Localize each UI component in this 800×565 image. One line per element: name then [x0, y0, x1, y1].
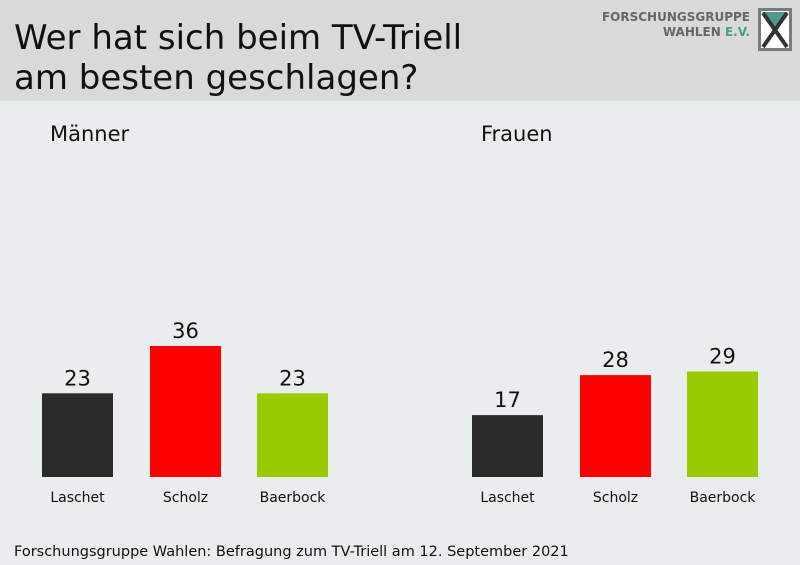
category-label-frauen-scholz: Scholz — [593, 490, 638, 506]
source-footnote: Forschungsgruppe Wahlen: Befragung zum T… — [14, 544, 569, 560]
logo-wahlen: WAHLEN — [662, 25, 721, 39]
panel-title-frauen: Frauen — [481, 122, 553, 146]
bar-frauen-laschet — [472, 415, 543, 477]
logo-line-1: FORSCHUNGSGRUPPE — [601, 10, 750, 24]
category-label-frauen-baerbock: Baerbock — [690, 490, 757, 506]
value-label-frauen-scholz: 28 — [602, 348, 629, 372]
logo-line-2: WAHLEN E.V. — [602, 25, 750, 40]
category-label-maenner-laschet: Laschet — [50, 490, 105, 506]
category-label-frauen-laschet: Laschet — [480, 490, 535, 506]
title-line-1: Wer hat sich beim TV-Triell — [14, 18, 463, 58]
category-label-maenner-baerbock: Baerbock — [260, 490, 327, 506]
bar-frauen-baerbock — [687, 371, 758, 477]
value-label-maenner-baerbock: 23 — [279, 366, 306, 390]
value-label-maenner-scholz: 36 — [172, 319, 199, 343]
value-label-frauen-laschet: 17 — [494, 388, 521, 412]
value-label-maenner-laschet: 23 — [64, 366, 91, 390]
bar-maenner-scholz — [150, 346, 221, 477]
category-label-maenner-scholz: Scholz — [163, 490, 208, 506]
bar-maenner-laschet — [42, 393, 113, 477]
value-label-frauen-baerbock: 29 — [709, 344, 736, 368]
bar-maenner-baerbock — [257, 393, 328, 477]
bar-frauen-scholz — [580, 375, 651, 477]
page-title: Wer hat sich beim TV-Triell am besten ge… — [14, 18, 462, 98]
logo-ballot-icon — [758, 8, 792, 51]
title-line-2: am besten geschlagen? — [14, 58, 419, 98]
header-bar: Wer hat sich beim TV-Triell am besten ge… — [0, 0, 800, 101]
panel-title-maenner: Männer — [50, 122, 130, 146]
logo-text: FORSCHUNGSGRUPPE WAHLEN E.V. — [602, 10, 750, 40]
logo-ev: E.V. — [724, 25, 750, 39]
